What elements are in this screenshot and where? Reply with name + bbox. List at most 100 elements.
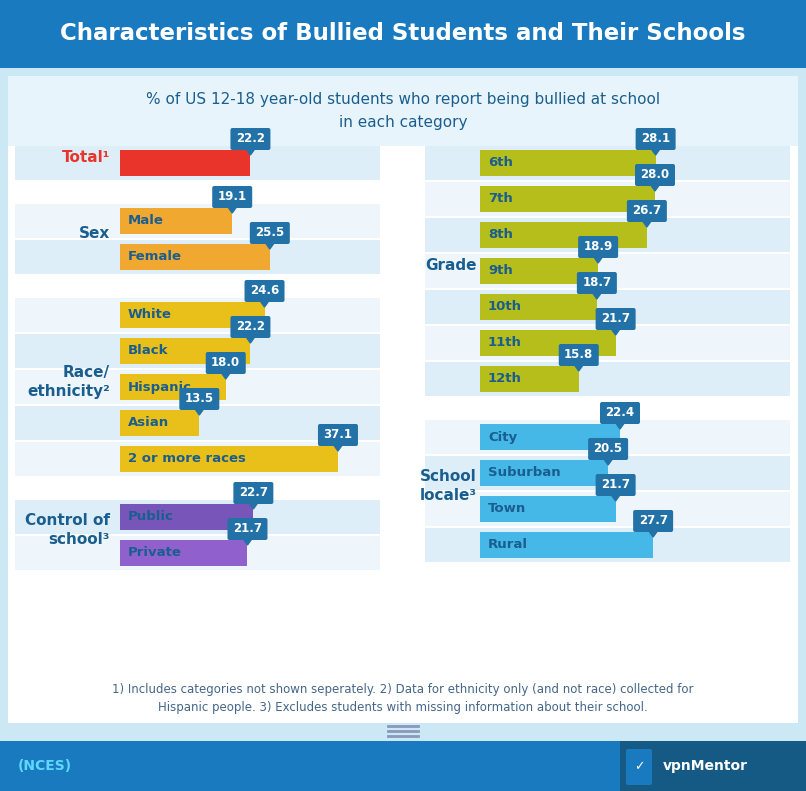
FancyBboxPatch shape (626, 749, 652, 785)
Text: Town: Town (488, 502, 526, 516)
Text: 18.9: 18.9 (584, 240, 613, 253)
Text: 18.7: 18.7 (582, 277, 612, 290)
Text: 26.7: 26.7 (633, 205, 662, 218)
Bar (15, 536, 380, 570)
FancyBboxPatch shape (231, 316, 271, 338)
FancyBboxPatch shape (635, 164, 675, 186)
Text: vpnMentor: vpnMentor (663, 759, 748, 773)
Text: (NCES): (NCES) (18, 759, 72, 773)
Text: 1) Includes categories not shown seperately. 2) Data for ethnicity only (and not: 1) Includes categories not shown seperat… (112, 683, 694, 714)
Bar (480, 150, 655, 176)
FancyBboxPatch shape (634, 510, 673, 532)
Bar (425, 146, 790, 180)
Bar (480, 532, 653, 558)
Polygon shape (243, 538, 252, 545)
Text: 13.5: 13.5 (185, 392, 214, 406)
Text: Asian: Asian (128, 417, 169, 430)
Polygon shape (265, 242, 275, 249)
Polygon shape (574, 364, 584, 371)
FancyBboxPatch shape (234, 482, 273, 504)
Bar (425, 182, 790, 216)
Polygon shape (593, 256, 603, 263)
Bar (120, 208, 232, 234)
FancyBboxPatch shape (636, 128, 675, 150)
Bar (15, 146, 380, 180)
Polygon shape (245, 336, 256, 343)
Text: Characteristics of Bullied Students and Their Schools: Characteristics of Bullied Students and … (60, 22, 746, 46)
Polygon shape (592, 292, 602, 299)
FancyBboxPatch shape (179, 388, 219, 410)
FancyBboxPatch shape (227, 518, 268, 540)
FancyBboxPatch shape (212, 186, 252, 208)
Polygon shape (333, 444, 343, 451)
Text: 25.5: 25.5 (256, 226, 285, 240)
Polygon shape (248, 502, 259, 509)
Text: 2 or more races: 2 or more races (128, 452, 246, 465)
Polygon shape (615, 422, 625, 429)
Bar (425, 326, 790, 360)
Polygon shape (245, 148, 256, 155)
Polygon shape (650, 148, 661, 155)
Text: 28.1: 28.1 (641, 133, 670, 146)
Polygon shape (221, 372, 231, 379)
Bar (120, 302, 264, 328)
FancyBboxPatch shape (206, 352, 246, 374)
FancyBboxPatch shape (596, 308, 636, 330)
Text: Rural: Rural (488, 539, 528, 551)
Bar (120, 338, 251, 364)
Text: 7th: 7th (488, 192, 513, 206)
Text: Total¹: Total¹ (61, 150, 110, 165)
Text: 22.2: 22.2 (236, 320, 265, 334)
Text: Public: Public (128, 510, 174, 524)
Polygon shape (603, 458, 613, 465)
Bar (15, 298, 380, 332)
Text: 27.7: 27.7 (638, 514, 667, 528)
Bar (480, 186, 655, 212)
FancyBboxPatch shape (627, 200, 667, 222)
Bar (425, 290, 790, 324)
Text: Suburban: Suburban (488, 467, 561, 479)
Text: 21.7: 21.7 (601, 312, 630, 326)
Text: ✓: ✓ (634, 760, 644, 774)
Bar (120, 374, 226, 400)
Text: 24.6: 24.6 (250, 285, 279, 297)
Text: 9th: 9th (488, 264, 513, 278)
FancyBboxPatch shape (318, 424, 358, 446)
Bar (425, 420, 790, 454)
Bar (120, 540, 247, 566)
Bar (15, 204, 380, 238)
Bar (15, 500, 380, 534)
Bar (425, 492, 790, 526)
Bar (120, 410, 199, 436)
Text: Race/
ethnicity²: Race/ ethnicity² (27, 365, 110, 399)
Polygon shape (611, 328, 621, 335)
Text: 28.0: 28.0 (641, 168, 670, 181)
Bar (480, 294, 597, 320)
Bar (120, 504, 253, 530)
Polygon shape (227, 206, 237, 213)
Text: City: City (488, 430, 517, 444)
Bar (620, 741, 806, 791)
Bar (8, 76, 798, 723)
Text: 22.4: 22.4 (605, 407, 634, 419)
Text: School
locale³: School locale³ (420, 468, 477, 503)
Bar (15, 442, 380, 476)
Bar (8, 76, 798, 146)
Text: Male: Male (128, 214, 164, 228)
Text: 22.7: 22.7 (239, 486, 268, 499)
Text: 15.8: 15.8 (564, 349, 593, 361)
Text: 6th: 6th (488, 157, 513, 169)
Text: 22.2: 22.2 (236, 133, 265, 146)
Polygon shape (648, 530, 659, 537)
Text: Hispanic: Hispanic (128, 380, 192, 393)
FancyBboxPatch shape (577, 272, 617, 294)
Bar (0, 741, 806, 791)
Bar (425, 456, 790, 490)
Text: 8th: 8th (488, 229, 513, 241)
Text: 12th: 12th (488, 373, 521, 385)
FancyBboxPatch shape (231, 128, 271, 150)
Text: % of US 12-18 year-old students who report being bullied at school
in each categ: % of US 12-18 year-old students who repo… (146, 93, 660, 130)
Text: 11th: 11th (488, 336, 521, 350)
Bar (120, 446, 338, 472)
FancyBboxPatch shape (578, 236, 618, 258)
